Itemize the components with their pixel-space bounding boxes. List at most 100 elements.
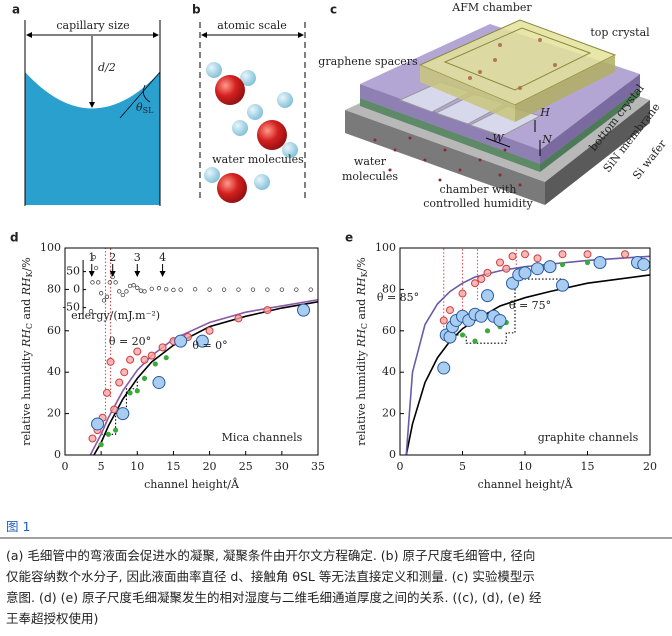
red-point xyxy=(583,250,592,259)
red-point xyxy=(147,351,156,360)
y-tick-label: 80 xyxy=(47,282,61,295)
inset-point xyxy=(131,283,136,288)
blue-point xyxy=(637,258,650,272)
curve xyxy=(405,255,650,455)
inset-point xyxy=(113,280,118,285)
blue-point xyxy=(481,289,494,303)
red-point xyxy=(446,306,454,315)
marker-label: 1 xyxy=(88,251,95,264)
blue-point xyxy=(91,417,105,431)
green-point xyxy=(163,355,169,361)
y-tick-label: 100 xyxy=(375,241,396,254)
red-point xyxy=(263,306,272,315)
green-point xyxy=(459,332,466,338)
annotation: Mica channels xyxy=(222,431,303,444)
plot xyxy=(88,248,318,455)
x-tick-label: 35 xyxy=(311,460,325,473)
green-point xyxy=(559,261,566,268)
red-point xyxy=(439,316,448,325)
inset-point xyxy=(308,287,313,292)
annotation: graphite channels xyxy=(538,431,639,444)
inset-point xyxy=(101,298,107,303)
green-point xyxy=(152,361,158,367)
inset-point xyxy=(135,285,140,290)
si-front xyxy=(345,110,545,205)
x-tick-label: 5 xyxy=(459,460,466,473)
y-tick-label: 60 xyxy=(382,324,396,337)
inset-point xyxy=(88,309,94,314)
dotted-line xyxy=(450,278,563,344)
tangent xyxy=(119,71,161,119)
marker-label: 2 xyxy=(109,251,116,264)
caption-line: 仅能容纳数个水分子, 因此液面曲率直径 d、接触角 θSL 等无法直接定义和测量… xyxy=(6,569,535,584)
red-point xyxy=(140,355,149,364)
red-point xyxy=(115,378,124,387)
inset-tick-label: 0 xyxy=(73,283,80,296)
green-point xyxy=(127,390,133,396)
annotation: θ = 0° xyxy=(192,339,227,352)
inset-point xyxy=(236,287,241,292)
theta: θSL xyxy=(136,101,154,115)
red-point xyxy=(471,279,479,288)
blue-point xyxy=(152,376,166,390)
inset-point xyxy=(91,255,97,260)
inset-point xyxy=(221,287,227,292)
si-side xyxy=(545,100,650,205)
x-axis-label: channel height/Å xyxy=(144,477,240,491)
y-axis-label: relative humidity RHC and RHK/% xyxy=(355,257,369,446)
y-label-part: /% xyxy=(355,257,368,271)
angle xyxy=(142,84,151,103)
y-tick-label: 100 xyxy=(40,241,61,254)
red-point xyxy=(120,368,129,377)
top-front xyxy=(420,65,515,122)
blue-point xyxy=(474,309,488,323)
inset-point xyxy=(156,286,162,291)
x-tick-label: 15 xyxy=(166,460,180,473)
inset-point xyxy=(171,287,176,293)
inset-point xyxy=(265,287,270,292)
label: Si wafer xyxy=(630,137,669,182)
blue-point xyxy=(437,361,451,375)
label: AFM chamber xyxy=(451,1,532,14)
x-tick-label: 0 xyxy=(397,460,404,473)
water xyxy=(25,72,160,205)
inset-point xyxy=(149,286,154,292)
y-axis-label: relative humidity RHC and RHK/% xyxy=(20,257,34,446)
red-point xyxy=(88,434,97,443)
panel-a: a capillary size d/2 θSL xyxy=(12,3,161,206)
panel-label: b xyxy=(192,3,201,17)
y-label-part: K xyxy=(360,270,369,277)
x-tick-label: 20 xyxy=(203,460,217,473)
x-tick-label: 15 xyxy=(581,460,595,473)
green-point xyxy=(105,431,111,437)
green-point xyxy=(134,388,140,394)
y-tick-label: 20 xyxy=(47,407,61,420)
label: capillary size xyxy=(56,19,129,32)
bg xyxy=(58,20,128,32)
label: molecules xyxy=(342,170,398,183)
y-label-part: and xyxy=(20,295,33,323)
x-tick-label: 10 xyxy=(518,460,532,473)
inset-point xyxy=(120,292,125,298)
caption-line: 意图. (d) (e) 原子尺度毛细凝聚发生的相对湿度与二维毛细通道厚度之间的关… xyxy=(6,590,542,605)
chart: e 0 5 10 15 20 0 20 40 60 80 100 channel height/Å rel… xyxy=(345,231,657,492)
y-label-part: K xyxy=(25,270,34,277)
inset-point xyxy=(98,291,104,296)
label: d/2 xyxy=(98,61,116,74)
inset-point xyxy=(117,289,122,294)
y-tick-label: 60 xyxy=(47,324,61,337)
panel-label: c xyxy=(330,3,337,17)
inset-point xyxy=(107,280,112,285)
inset-point xyxy=(142,289,147,294)
annotation: θ = 75° xyxy=(509,299,551,312)
bg xyxy=(217,20,287,32)
inset-point xyxy=(138,288,144,293)
x-tick-label: 5 xyxy=(98,460,105,473)
red-point xyxy=(458,289,467,298)
marker-label: 3 xyxy=(134,251,141,264)
y-label-part: /% xyxy=(20,257,33,271)
figure-number: 图 1 xyxy=(6,519,30,534)
red-point xyxy=(234,314,243,323)
red-point xyxy=(533,254,542,263)
